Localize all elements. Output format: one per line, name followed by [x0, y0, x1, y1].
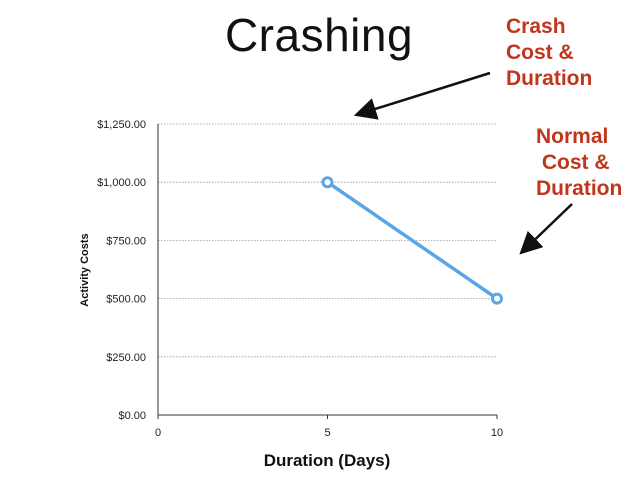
x-tick-label: 10 [491, 427, 503, 439]
grid-lines [158, 123, 497, 358]
crash-cost-annotation: Crash Cost & Duration [506, 14, 592, 92]
normal-annotation-line: Normal [536, 125, 609, 148]
axes [157, 124, 498, 419]
y-tick-label: $1,000.00 [97, 177, 146, 189]
series-cost-line [321, 176, 503, 305]
series-line [326, 180, 498, 301]
normal-annotation-arrow [519, 203, 573, 255]
y-tick-label: $0.00 [118, 410, 146, 422]
x-tick-labels: 0 5 10 [155, 427, 503, 439]
y-tick-label: $500.00 [106, 294, 146, 306]
slide-title: Crashing [224, 9, 414, 61]
crash-annotation-line: Duration [506, 67, 593, 90]
y-axis-title: Activity Costs [79, 233, 91, 306]
crash-annotation-line: Cost & [506, 41, 574, 64]
crash-annotation-arrow [353, 71, 491, 120]
data-point [321, 176, 334, 189]
y-tick-labels: $0.00 $250.00 $500.00 $750.00 $1,000.00 $1,25… [97, 119, 146, 422]
y-tick-label: $750.00 [106, 235, 146, 247]
x-axis-title: Duration (Days) [264, 451, 391, 470]
y-tick-label: $250.00 [106, 352, 146, 364]
x-tick-label: 5 [324, 427, 330, 439]
y-tick-label: $1,250.00 [97, 119, 146, 131]
x-tick-label: 0 [155, 427, 161, 439]
normal-annotation-line: Cost & [536, 151, 610, 174]
normal-cost-annotation: Normal Cost & Duration [536, 124, 622, 202]
crash-annotation-line: Crash [506, 15, 566, 38]
normal-annotation-line: Duration [536, 177, 623, 200]
data-point [491, 292, 503, 305]
